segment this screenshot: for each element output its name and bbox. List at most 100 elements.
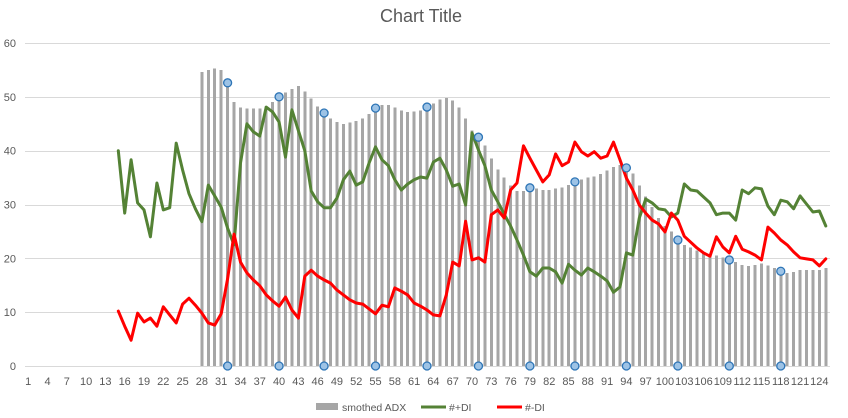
adx-bar (547, 189, 551, 366)
adx-bar (309, 98, 313, 366)
adx-bar (348, 122, 352, 366)
adx-bar (399, 110, 403, 367)
adx-bar (361, 118, 365, 366)
adx-bar (335, 122, 339, 366)
legend-label-minus-di: #-DI (525, 402, 545, 414)
y-tick-label: 50 (4, 92, 16, 104)
legend-label-adx: smothed ADX (342, 402, 406, 414)
point-marker (473, 361, 484, 371)
x-tick-label: 52 (350, 376, 362, 388)
point-marker (570, 177, 580, 187)
x-tick-label: 94 (620, 376, 632, 388)
adx-bar (567, 185, 571, 366)
adx-bar (714, 255, 718, 366)
x-tick-label: 67 (447, 376, 459, 388)
adx-bar (258, 108, 262, 366)
point-marker (222, 78, 233, 88)
adx-bar (631, 173, 635, 366)
x-tick-label: 22 (157, 376, 169, 388)
x-tick-label: 25 (176, 376, 188, 388)
adx-bar (470, 130, 474, 366)
adx-bar (219, 69, 223, 367)
point-marker (319, 108, 329, 118)
x-tick-label: 1 (25, 376, 31, 388)
adx-bar (798, 270, 802, 366)
point-marker (776, 266, 786, 276)
adx-bar (213, 68, 217, 366)
adx-bar (283, 92, 287, 366)
point-marker (319, 361, 329, 371)
adx-bar (303, 91, 307, 366)
y-tick-label: 20 (4, 253, 16, 265)
adx-bar (759, 263, 763, 366)
point-marker (776, 361, 786, 371)
x-tick-label: 55 (369, 376, 381, 388)
x-tick-label: 103 (675, 376, 693, 388)
adx-bar (734, 262, 738, 366)
x-tick-label: 118 (772, 376, 790, 388)
point-marker (274, 361, 284, 371)
x-tick-label: 73 (485, 376, 497, 388)
adx-bar (322, 112, 326, 366)
adx-bar (489, 158, 493, 366)
point-marker (473, 132, 484, 142)
x-tick-label: 70 (466, 376, 478, 388)
x-tick-label: 28 (196, 376, 208, 388)
adx-bar (695, 250, 699, 366)
adx-bar (476, 137, 480, 366)
adx-bar (271, 102, 275, 366)
x-tick-label: 85 (562, 376, 574, 388)
adx-bar (785, 272, 789, 366)
adx-bar (238, 107, 242, 366)
adx-bar (689, 247, 693, 366)
x-tick-label: 109 (714, 376, 732, 388)
x-axis-labels: 1 4 7 10 13 16 19 22 25 28 31 34 37 40 43 46 49 52 55 58 61 6… (25, 376, 828, 388)
adx-bar (431, 103, 435, 366)
point-marker (525, 183, 535, 193)
adx-bar (509, 185, 513, 366)
x-tick-label: 91 (601, 376, 613, 388)
point-marker (422, 361, 432, 371)
adx-bar (341, 123, 345, 366)
adx-bar (412, 111, 416, 366)
chart-title: Chart Title (380, 6, 462, 26)
adx-bar (554, 188, 558, 366)
point-marker (422, 102, 432, 112)
y-axis-labels: 0 10 20 30 40 50 60 (4, 38, 16, 373)
adx-bar (682, 244, 686, 366)
adx-bar (676, 240, 680, 366)
x-tick-label: 13 (99, 376, 111, 388)
x-tick-label: 43 (292, 376, 304, 388)
adx-bar (425, 107, 429, 366)
adx-bar (367, 114, 371, 366)
adx-bar (644, 196, 648, 366)
adx-bar (515, 191, 519, 366)
adx-bar (354, 121, 358, 366)
adx-bar (245, 108, 249, 366)
point-marker (724, 361, 734, 371)
adx-bar (464, 118, 468, 366)
x-tick-label: 31 (215, 376, 227, 388)
y-tick-label: 10 (4, 307, 16, 319)
point-markers (222, 78, 786, 371)
adx-bar (599, 173, 603, 366)
adx-bar (804, 270, 808, 366)
x-tick-label: 64 (427, 376, 439, 388)
x-tick-label: 115 (753, 376, 771, 388)
point-marker (724, 255, 734, 265)
adx-bar (779, 271, 783, 366)
x-tick-label: 106 (694, 376, 712, 388)
adx-bar (290, 88, 294, 366)
adx-bar (316, 106, 320, 367)
minus-di-line (116, 140, 828, 342)
x-tick-label: 97 (640, 376, 652, 388)
legend: smothed ADX #+DI #-DI (316, 402, 545, 414)
adx-bar (605, 170, 609, 366)
point-marker (673, 235, 683, 245)
adx-bar (438, 99, 442, 367)
adx-bar (740, 264, 744, 366)
adx-bar (663, 226, 667, 366)
x-tick-label: 76 (504, 376, 516, 388)
y-tick-label: 60 (4, 38, 16, 50)
adx-bar (528, 187, 532, 366)
